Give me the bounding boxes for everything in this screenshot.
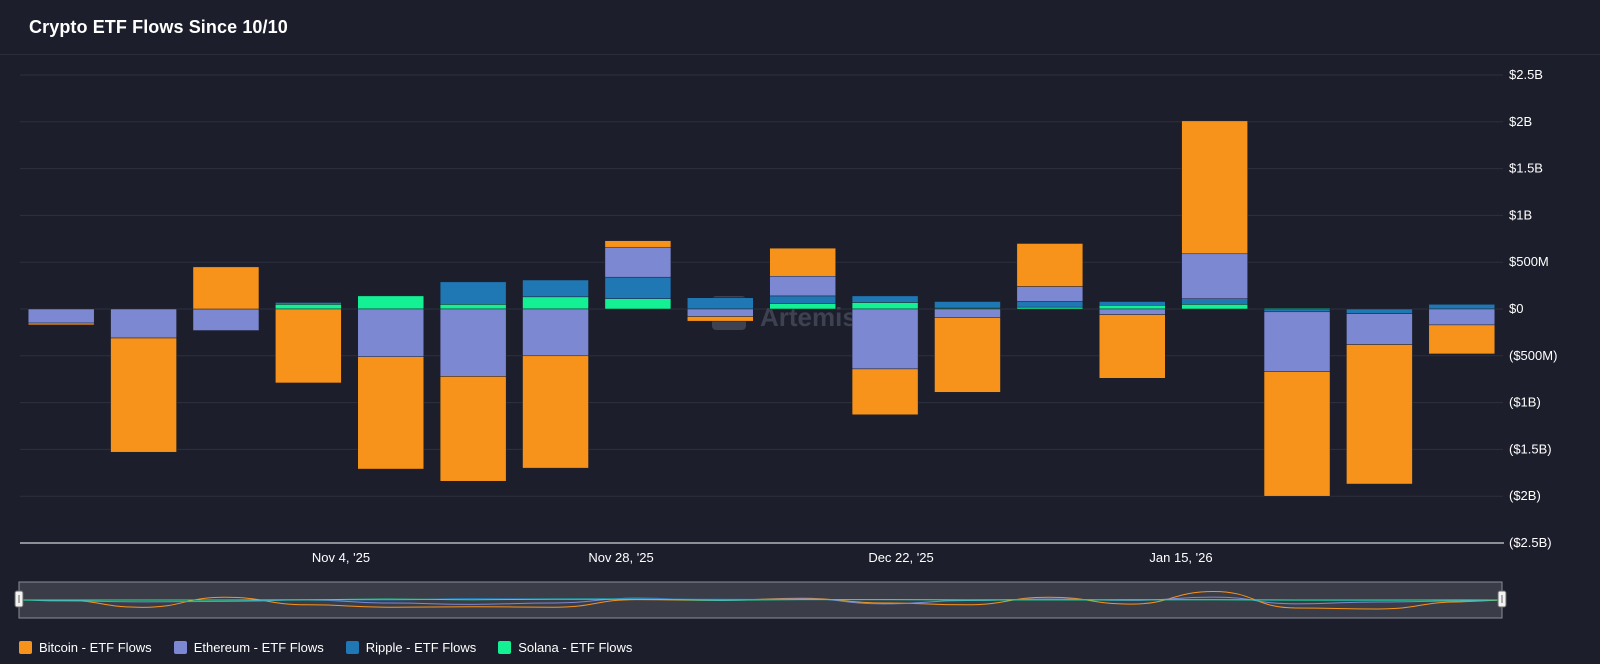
- gridlines: [20, 74, 1503, 497]
- bar-bitcoin[interactable]: [1346, 344, 1413, 485]
- bar-bitcoin[interactable]: [851, 368, 919, 416]
- y-tick-label: ($2.5B): [1509, 535, 1552, 550]
- bar-bitcoin[interactable]: [1263, 371, 1331, 497]
- bar-ripple[interactable]: [934, 301, 1001, 309]
- bar-ripple[interactable]: [1099, 301, 1166, 306]
- bar-solana[interactable]: [357, 295, 424, 310]
- x-tick-label: Jan 15, '26: [1149, 550, 1212, 565]
- bar-solana[interactable]: [1099, 305, 1166, 310]
- x-axis: Nov 4, '25 Nov 28, '25 Dec 22, '25 Jan 15, …: [312, 550, 1213, 565]
- y-tick-label: ($500M): [1509, 348, 1557, 363]
- bar-ethereum[interactable]: [192, 308, 260, 331]
- bar-bitcoin[interactable]: [192, 266, 260, 310]
- bar-ripple[interactable]: [1016, 301, 1084, 308]
- bar-ethereum[interactable]: [1428, 308, 1496, 326]
- bar-ethereum[interactable]: [110, 308, 177, 339]
- bar-bitcoin[interactable]: [1099, 314, 1166, 379]
- x-tick-label: Nov 4, '25: [312, 550, 370, 565]
- bar-ethereum[interactable]: [1016, 286, 1084, 302]
- bar-ethereum[interactable]: [851, 308, 919, 370]
- legend: Bitcoin - ETF Flows Ethereum - ETF Flows R…: [19, 640, 654, 655]
- bar-bitcoin[interactable]: [1016, 243, 1084, 287]
- bar-ethereum[interactable]: [769, 275, 836, 297]
- bar-bitcoin[interactable]: [934, 317, 1001, 393]
- legend-item[interactable]: Ethereum - ETF Flows: [173, 640, 324, 655]
- bar-ripple[interactable]: [1263, 308, 1331, 313]
- y-tick-label: $0: [1509, 301, 1523, 316]
- chart-header: Crypto ETF Flows Since 10/10: [0, 0, 1600, 55]
- bar-ripple[interactable]: [522, 279, 589, 298]
- bar-ripple[interactable]: [851, 295, 919, 303]
- legend-item[interactable]: Ripple - ETF Flows: [345, 640, 477, 655]
- y-tick-label: $2B: [1509, 114, 1532, 129]
- navigator-series-line: [18, 598, 1502, 601]
- bar-solana[interactable]: [769, 303, 836, 310]
- bar-solana[interactable]: [604, 298, 672, 310]
- bar-ethereum[interactable]: [27, 308, 95, 324]
- y-tick-label: ($1B): [1509, 395, 1541, 410]
- legend-item[interactable]: Solana - ETF Flows: [498, 640, 632, 655]
- bar-solana[interactable]: [1181, 304, 1248, 310]
- bar-ripple[interactable]: [275, 302, 342, 305]
- bar-bitcoin[interactable]: [687, 316, 754, 322]
- y-tick-label: ($2B): [1509, 488, 1541, 503]
- bar-ripple[interactable]: [687, 297, 754, 310]
- chart-title: Crypto ETF Flows Since 10/10: [29, 17, 288, 37]
- legend-item[interactable]: Bitcoin - ETF Flows: [19, 640, 152, 655]
- y-tick-label: $2.5B: [1509, 67, 1543, 82]
- bar-ethereum[interactable]: [687, 308, 754, 317]
- bar-solana[interactable]: [522, 296, 589, 310]
- legend-label: Solana - ETF Flows: [518, 640, 633, 655]
- y-tick-label: $500M: [1509, 254, 1549, 269]
- legend-swatch: [19, 641, 32, 654]
- bar-ethereum[interactable]: [1099, 308, 1166, 315]
- bar-bitcoin[interactable]: [1181, 120, 1248, 255]
- bar-ethereum[interactable]: [934, 308, 1001, 318]
- bar-ethereum[interactable]: [604, 246, 672, 278]
- bar-ripple[interactable]: [1346, 308, 1413, 314]
- bar-ethereum[interactable]: [357, 308, 424, 357]
- x-tick-label: Nov 28, '25: [588, 550, 653, 565]
- bar-bitcoin[interactable]: [604, 240, 672, 248]
- bar-solana[interactable]: [851, 302, 919, 310]
- bar-ripple[interactable]: [769, 295, 836, 304]
- bar-ethereum[interactable]: [1346, 313, 1413, 345]
- range-navigator[interactable]: [14, 581, 1507, 619]
- legend-label: Bitcoin - ETF Flows: [39, 640, 152, 655]
- bar-bitcoin[interactable]: [275, 308, 342, 384]
- y-tick-label: $1.5B: [1509, 161, 1543, 176]
- bar-ethereum[interactable]: [1181, 253, 1248, 299]
- bar-ethereum[interactable]: [1263, 311, 1331, 372]
- bar-ripple[interactable]: [439, 281, 507, 305]
- bars: [27, 120, 1496, 497]
- y-tick-label: $1B: [1509, 207, 1532, 222]
- legend-swatch: [498, 641, 512, 654]
- bar-solana[interactable]: [275, 304, 342, 310]
- bar-bitcoin[interactable]: [522, 355, 589, 469]
- bar-ethereum[interactable]: [522, 308, 589, 357]
- y-tick-label: ($1.5B): [1509, 441, 1552, 456]
- legend-label: Ethereum - ETF Flows: [193, 640, 324, 655]
- bar-bitcoin[interactable]: [110, 337, 177, 453]
- bar-solana[interactable]: [1016, 306, 1084, 310]
- bar-bitcoin[interactable]: [27, 322, 95, 326]
- bar-bitcoin[interactable]: [769, 247, 836, 277]
- bar-bitcoin[interactable]: [1428, 324, 1496, 355]
- y-axis: $2.5B $2B $1.5B $1B $500M $0 ($500M) ($1B) ($1.5…: [1509, 67, 1557, 550]
- bar-ripple[interactable]: [604, 276, 672, 299]
- legend-swatch: [345, 641, 359, 654]
- bar-ripple[interactable]: [1181, 298, 1248, 305]
- bar-bitcoin[interactable]: [439, 376, 507, 482]
- bar-ripple[interactable]: [1428, 304, 1496, 310]
- bar-solana[interactable]: [439, 304, 507, 310]
- x-tick-label: Dec 22, '25: [868, 550, 933, 565]
- bar-bitcoin[interactable]: [357, 356, 424, 470]
- legend-swatch: [173, 641, 187, 654]
- legend-label: Ripple - ETF Flows: [365, 640, 477, 655]
- bar-ethereum[interactable]: [439, 308, 507, 377]
